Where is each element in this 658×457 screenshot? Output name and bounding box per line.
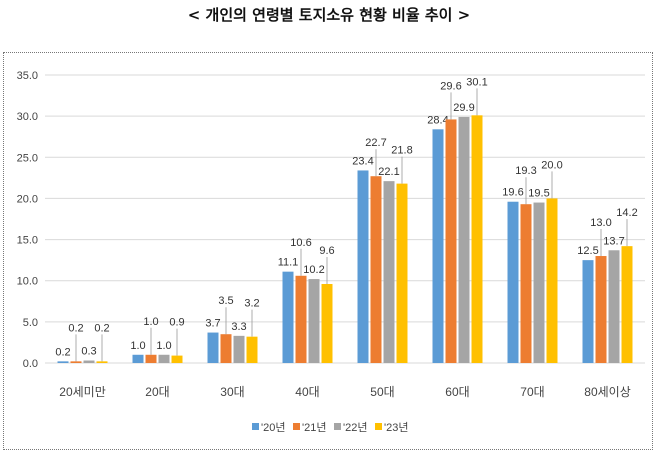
bar [158, 354, 170, 363]
bar [233, 335, 245, 363]
data-label: 10.6 [290, 237, 311, 249]
data-label: 0.2 [68, 322, 83, 334]
bar [370, 176, 382, 363]
bar [246, 336, 258, 363]
bar [282, 271, 294, 363]
y-tick-label: 0.0 [23, 358, 38, 370]
chart-title: < 개인의 연령별 토지소유 현황 비율 추이 > [187, 6, 471, 24]
x-tick-label: 80세이상 [584, 385, 630, 399]
bar [357, 170, 369, 363]
data-label: 29.9 [453, 102, 474, 114]
bar [608, 250, 620, 363]
bar [295, 275, 307, 363]
bar [595, 256, 607, 363]
y-tick-label: 5.0 [23, 317, 38, 329]
y-tick-label: 10.0 [17, 276, 38, 288]
legend-label: '20년 [261, 421, 285, 434]
data-label: 1.0 [156, 340, 171, 352]
bar [83, 360, 95, 363]
bar [458, 116, 470, 363]
data-label: 10.2 [303, 264, 324, 276]
data-label: 0.3 [81, 346, 96, 358]
y-tick-label: 25.0 [17, 152, 38, 164]
bar [383, 181, 395, 363]
data-label: 1.0 [130, 340, 145, 352]
y-tick-label: 35.0 [17, 70, 38, 82]
x-tick-label: 40대 [295, 385, 319, 399]
data-label: 23.4 [352, 155, 373, 167]
x-tick-label: 70대 [520, 385, 544, 399]
legend-label: '22년 [343, 421, 367, 434]
data-label: 22.1 [378, 166, 399, 178]
bar [57, 361, 69, 363]
x-tick-label: 30대 [220, 385, 244, 399]
chart-frame [3, 52, 653, 450]
bar [207, 332, 219, 363]
data-label: 19.5 [528, 188, 549, 200]
bar [520, 204, 532, 363]
data-label: 0.9 [169, 317, 184, 329]
y-tick-label: 20.0 [17, 193, 38, 205]
bar [507, 201, 519, 363]
x-tick-label: 20대 [145, 385, 169, 399]
data-label: 9.6 [319, 245, 334, 257]
data-label: 19.3 [515, 165, 536, 177]
bar [471, 115, 483, 363]
x-tick-label: 50대 [370, 385, 394, 399]
bar [145, 354, 157, 363]
bar [171, 355, 183, 363]
bar [533, 202, 545, 363]
bar [432, 129, 444, 363]
data-label: 0.2 [94, 322, 109, 334]
bar [70, 361, 82, 363]
bar [132, 354, 144, 363]
data-label: 3.2 [244, 298, 259, 310]
data-label: 13.7 [603, 235, 624, 247]
data-label: 29.6 [440, 80, 461, 92]
x-tick-label: 20세미만 [59, 385, 105, 399]
data-label: 12.5 [577, 245, 598, 257]
data-label: 3.3 [231, 321, 246, 333]
bar [546, 198, 558, 363]
y-tick-label: 15.0 [17, 235, 38, 247]
bar [321, 284, 333, 363]
legend-swatch [293, 423, 300, 430]
bar [308, 279, 320, 363]
legend-swatch [252, 423, 259, 430]
legend-swatch [334, 423, 341, 430]
data-label: 13.0 [590, 217, 611, 229]
legend-label: '21년 [302, 421, 326, 434]
data-label: 1.0 [143, 316, 158, 328]
bar [396, 183, 408, 363]
bar [220, 334, 232, 363]
y-tick-label: 30.0 [17, 111, 38, 123]
data-label: 20.0 [541, 159, 562, 171]
legend-label: '23년 [384, 421, 408, 434]
bar [445, 119, 457, 363]
data-label: 11.1 [278, 257, 299, 269]
data-label: 30.1 [466, 76, 487, 88]
data-label: 19.6 [502, 187, 523, 199]
data-label: 0.2 [55, 346, 70, 358]
data-label: 14.2 [616, 207, 637, 219]
data-label: 21.8 [391, 145, 412, 157]
data-label: 22.7 [365, 137, 386, 149]
legend-swatch [375, 423, 382, 430]
data-label: 3.7 [205, 318, 220, 330]
bar [96, 361, 108, 363]
data-label: 28.4 [427, 114, 448, 126]
data-label: 3.5 [218, 295, 233, 307]
bar [621, 246, 633, 363]
bar [582, 260, 594, 363]
x-tick-label: 60대 [445, 385, 469, 399]
